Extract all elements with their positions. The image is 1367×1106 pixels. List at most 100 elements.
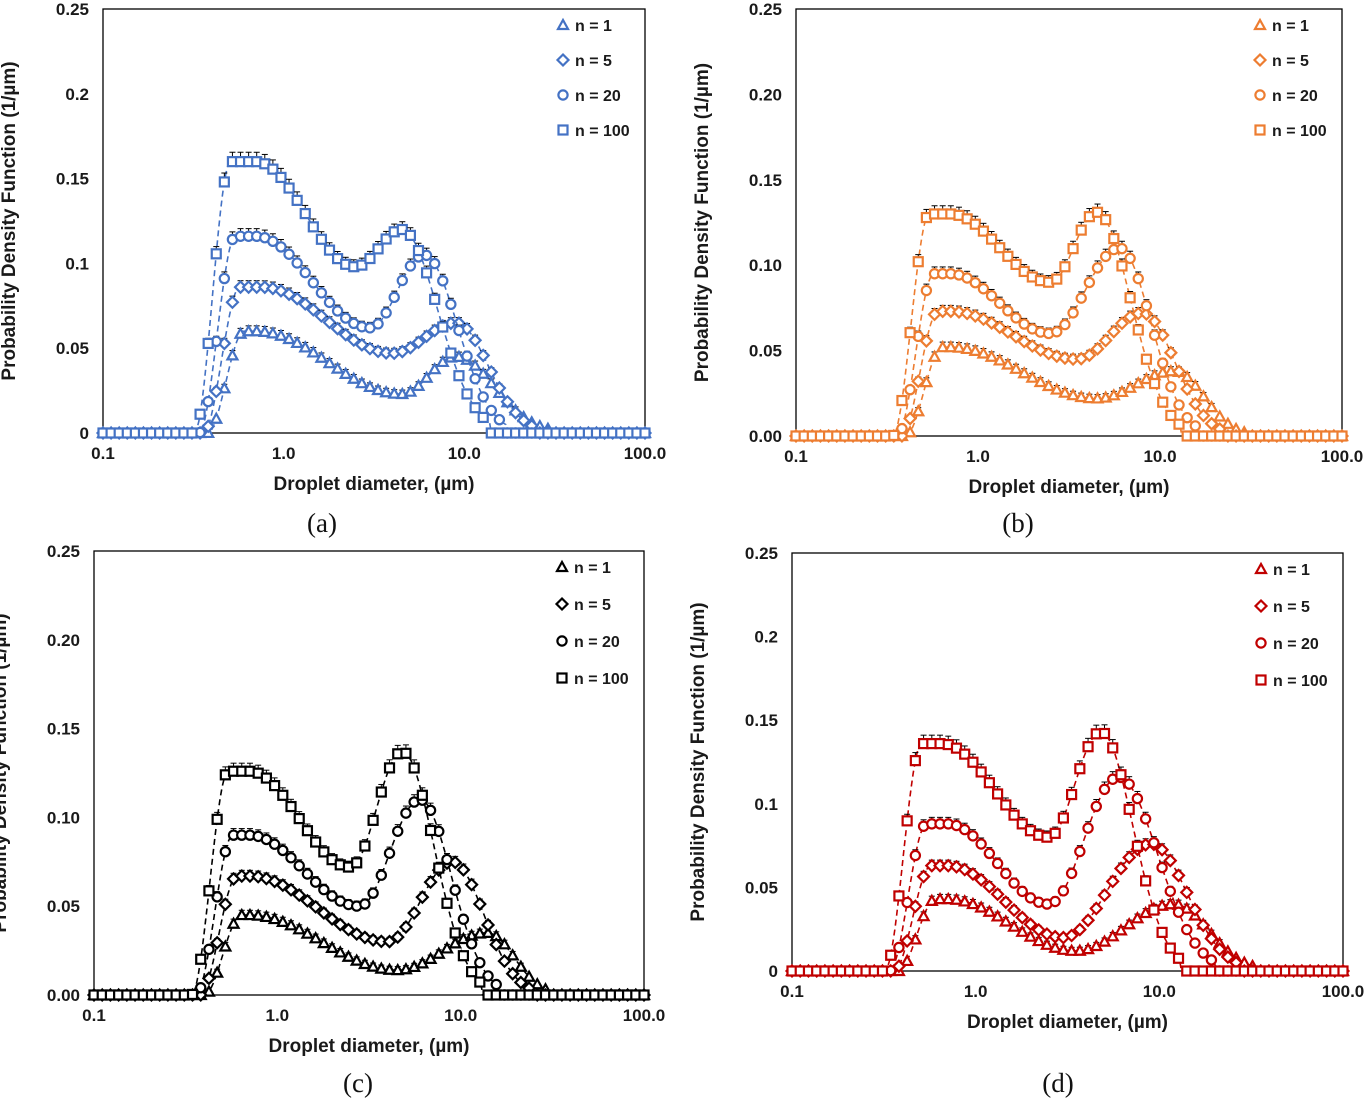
y-tick-label: 0.05 <box>749 342 782 361</box>
data-point <box>300 926 315 939</box>
data-point <box>285 852 297 864</box>
data-point <box>277 789 289 801</box>
data-point <box>1164 942 1176 954</box>
legend-entry: n = 5 <box>554 596 611 614</box>
data-point <box>1140 353 1153 365</box>
data-point <box>300 893 315 908</box>
data-point <box>234 907 249 921</box>
legend-entry: n = 20 <box>556 634 620 651</box>
data-point <box>396 274 409 287</box>
data-point <box>469 373 481 385</box>
x-tick-label: 10.0 <box>444 1006 477 1025</box>
data-point <box>1074 845 1086 858</box>
data-point <box>1049 895 1061 908</box>
data-point <box>998 914 1013 927</box>
data-point <box>888 429 900 442</box>
data-point <box>1082 348 1097 363</box>
legend-entry: n = 1 <box>1253 17 1309 35</box>
data-point <box>1179 885 1194 900</box>
data-point <box>485 404 497 417</box>
data-point <box>242 868 258 884</box>
data-point <box>283 182 295 194</box>
data-point <box>961 272 973 284</box>
data-point <box>1064 928 1079 943</box>
data-point <box>267 911 282 925</box>
data-point <box>333 945 348 958</box>
data-point <box>1114 316 1130 331</box>
data-point <box>957 894 972 907</box>
data-point <box>500 394 515 409</box>
data-point <box>259 909 274 923</box>
data-point <box>308 931 323 944</box>
data-point <box>456 931 471 945</box>
data-point <box>298 296 313 311</box>
data-point <box>920 284 933 297</box>
data-point <box>341 922 356 937</box>
data-point <box>403 340 418 355</box>
data-point <box>941 891 956 905</box>
data-point <box>1148 837 1160 849</box>
data-point <box>218 272 231 285</box>
data-point <box>505 948 520 961</box>
data-point <box>994 242 1006 254</box>
series-n-5 <box>95 280 653 441</box>
data-point <box>457 950 470 962</box>
data-point <box>292 922 307 935</box>
data-point <box>474 976 486 988</box>
data-point <box>977 225 990 237</box>
legend-entry: n = 100 <box>557 123 630 140</box>
data-point <box>408 762 420 774</box>
data-point <box>195 982 207 994</box>
data-point <box>390 962 405 976</box>
data-point <box>441 897 453 909</box>
data-point <box>943 339 958 353</box>
y-tick-label: 0.2 <box>65 85 89 104</box>
data-point <box>1065 867 1078 880</box>
data-point <box>201 419 216 434</box>
x-axis-label: Droplet diameter, (µm) <box>969 477 1170 498</box>
x-tick-label: 1.0 <box>266 1006 290 1025</box>
data-point <box>1051 273 1063 285</box>
data-point <box>301 868 314 880</box>
legend-marker <box>1253 17 1267 31</box>
data-point <box>903 424 917 438</box>
data-point <box>505 966 520 981</box>
data-point <box>1132 272 1144 285</box>
y-tick-label: 0.05 <box>745 878 778 897</box>
data-point <box>1105 929 1120 942</box>
x-tick-label: 100.0 <box>624 444 667 463</box>
y-tick-label: 0.15 <box>47 720 80 739</box>
data-point <box>1048 929 1063 944</box>
data-point <box>1098 333 1113 348</box>
data-point <box>315 233 328 245</box>
legend-entry: n = 20 <box>1255 636 1319 653</box>
data-point <box>1002 250 1014 262</box>
data-point <box>275 171 287 184</box>
data-point <box>983 847 996 860</box>
data-point <box>400 747 412 759</box>
y-tick-label: 0.20 <box>749 85 782 104</box>
data-point <box>1139 306 1154 322</box>
data-point <box>1097 888 1112 903</box>
data-point <box>1008 329 1024 344</box>
data-point <box>468 358 482 371</box>
data-point <box>1058 385 1072 398</box>
data-point <box>1132 324 1144 336</box>
data-point <box>1059 261 1071 273</box>
data-point <box>1040 937 1054 950</box>
legend-label: n = 20 <box>575 88 621 105</box>
data-point <box>1057 351 1072 366</box>
x-tick-label: 1.0 <box>272 444 296 463</box>
y-tick-label: 0.15 <box>745 711 778 730</box>
data-point <box>445 347 457 359</box>
data-point <box>1106 324 1121 339</box>
data-point <box>427 361 442 375</box>
legend-label: n = 100 <box>575 123 630 140</box>
legend-marker <box>1253 598 1269 614</box>
data-point <box>225 295 240 310</box>
data-point <box>411 335 426 350</box>
data-point <box>338 327 353 342</box>
data-point <box>274 328 288 341</box>
y-axis-label: Probability Density Function (1/µm) <box>0 61 20 380</box>
data-point <box>1157 396 1169 408</box>
